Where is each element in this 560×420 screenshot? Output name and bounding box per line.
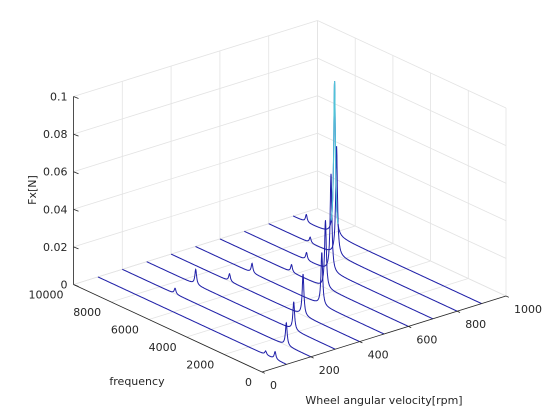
x-tick [310, 356, 314, 359]
x-tick-label: 0 [270, 379, 277, 392]
y-tick-label: 8000 [73, 306, 101, 319]
grid-line [317, 132, 507, 222]
spectrum-line [122, 268, 312, 358]
spectrum-line [244, 173, 434, 320]
spectrum-line [97, 276, 287, 365]
z-tick [73, 208, 79, 212]
z-tick-label: 0 [61, 279, 68, 292]
spectrum-line [292, 81, 482, 305]
x-tick [408, 326, 412, 329]
y-tick-label: 10000 [29, 289, 64, 302]
grid-line [317, 20, 507, 109]
x-tick-label: 200 [319, 364, 340, 377]
grid-line [73, 20, 318, 97]
spectra [97, 81, 482, 365]
grid-line [317, 95, 507, 184]
x-tick-label: 800 [465, 318, 486, 331]
z-tick [73, 284, 79, 287]
spectrum-line [146, 261, 336, 350]
z-tick-label: 0.06 [43, 166, 68, 179]
grid-line [73, 170, 318, 248]
x-tick-label: 1000 [514, 303, 542, 316]
z-tick-label: 0.1 [50, 91, 68, 104]
x-tick [261, 371, 265, 374]
axis-lines [73, 96, 507, 373]
grid-line [73, 132, 318, 210]
y-tick-label: 4000 [149, 341, 177, 354]
spectrum-line [195, 246, 385, 335]
grid-line [317, 57, 507, 146]
grid-line [317, 170, 507, 259]
axis-line [261, 295, 507, 373]
peak-highlight [330, 81, 339, 224]
y-tick-label: 0 [245, 376, 252, 389]
axis-line [73, 284, 263, 373]
grid-line [73, 95, 318, 173]
z-axis-title: Fx[N] [26, 175, 39, 205]
x-tick-label: 400 [368, 349, 389, 362]
z-tick-label: 0.02 [43, 241, 68, 254]
z-tick [73, 133, 79, 137]
x-tick [359, 341, 363, 344]
z-tick-label: 0.08 [43, 128, 68, 141]
y-axis-title: frequency [109, 375, 165, 388]
grid-line [317, 208, 507, 297]
z-tick [73, 171, 79, 175]
y-tick-label: 2000 [186, 359, 214, 372]
x-tick [505, 295, 509, 298]
z-tick [73, 96, 79, 99]
y-tick-label: 6000 [111, 324, 139, 337]
x-axis-title: Wheel angular velocity[rpm] [305, 394, 462, 407]
grid-line [73, 57, 318, 135]
spectrum-line [268, 146, 458, 312]
x-tick-label: 600 [416, 333, 437, 346]
z-tick [73, 246, 79, 250]
z-tick-label: 0.04 [43, 203, 68, 216]
spectrum-line [170, 253, 360, 343]
tick-labels: 0200400600800100002000400060008000100000… [29, 91, 543, 393]
spectrum-line [219, 220, 409, 327]
x-tick [457, 310, 461, 313]
